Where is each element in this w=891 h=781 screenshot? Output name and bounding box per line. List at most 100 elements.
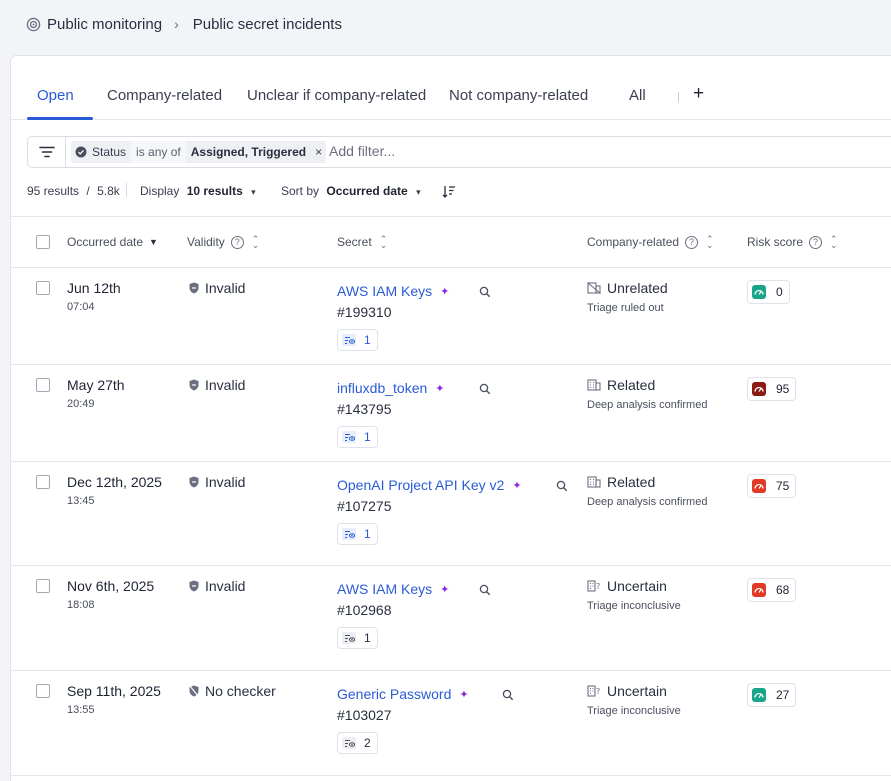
- risk-score-badge[interactable]: 95: [747, 377, 797, 401]
- status-filter-chip[interactable]: Status is any of Assigned, Triggered ×: [71, 141, 327, 163]
- search-icon[interactable]: [479, 584, 491, 596]
- results-count: 95 results / 5.8k: [27, 184, 120, 198]
- incidents-panel: Open Company-related Unclear if company-…: [10, 55, 891, 781]
- results-total: 5.8k: [97, 184, 120, 198]
- table-row[interactable]: Dec 12th, 2025 13:45 Invalid OpenAI Project…: [11, 462, 891, 566]
- filter-value[interactable]: Assigned, Triggered: [185, 141, 312, 163]
- row-checkbox[interactable]: [36, 281, 50, 295]
- risk-score-badge[interactable]: 75: [747, 474, 797, 498]
- occurrences-badge[interactable]: 2: [337, 732, 378, 754]
- secret-link[interactable]: influxdb_token: [337, 380, 428, 396]
- risk-score-value: 75: [776, 479, 790, 493]
- filter-operator[interactable]: is any of: [131, 141, 186, 163]
- status-chip-field: Status: [71, 141, 132, 163]
- secret-id: #103027: [337, 707, 392, 723]
- column-secret[interactable]: Secret ⌃ ⌄: [337, 235, 387, 250]
- validity-label: Invalid: [205, 377, 246, 393]
- risk-score-badge[interactable]: 27: [747, 683, 797, 707]
- search-icon[interactable]: [502, 689, 514, 701]
- company-related-label: Uncertain: [607, 578, 667, 594]
- display-selector[interactable]: Display 10 results ▾: [140, 184, 256, 198]
- table-row[interactable]: Sep 11th, 2025 13:55 No checker Generic Pas…: [11, 671, 891, 776]
- search-icon[interactable]: [556, 480, 568, 492]
- row-checkbox[interactable]: [36, 684, 50, 698]
- search-button[interactable]: [502, 688, 514, 706]
- occurrences-badge[interactable]: 1: [337, 523, 378, 545]
- column-label: Secret: [337, 235, 372, 249]
- occurred-time: 13:55: [67, 704, 95, 716]
- column-occurred-date[interactable]: Occurred date ▼: [67, 235, 158, 249]
- help-icon[interactable]: ?: [685, 235, 699, 249]
- occurred-time: 20:49: [67, 398, 95, 410]
- secret-link[interactable]: AWS IAM Keys: [337, 581, 433, 597]
- tab-open[interactable]: Open: [37, 87, 74, 104]
- tab-not-company-related[interactable]: Not company-related: [449, 87, 589, 104]
- filter-button[interactable]: [28, 137, 66, 167]
- display-value: 10 results: [186, 184, 243, 198]
- secret-link[interactable]: OpenAI Project API Key v2: [337, 477, 505, 493]
- search-button[interactable]: [479, 285, 491, 303]
- shield-icon: [189, 282, 199, 294]
- validity-label: Invalid: [205, 280, 246, 296]
- gauge-icon: [752, 479, 766, 493]
- search-button[interactable]: [479, 583, 491, 601]
- ai-sparkle-icon: ✦: [435, 382, 445, 395]
- occurrences-count: 1: [364, 430, 371, 444]
- occurrences-badge[interactable]: 1: [337, 627, 378, 649]
- secret-id: #199310: [337, 304, 392, 320]
- tab-company-related[interactable]: Company-related: [107, 87, 223, 104]
- tab-divider: [678, 92, 679, 102]
- validity-status: Invalid: [189, 474, 245, 490]
- breadcrumb-current: Public secret incidents: [192, 15, 342, 33]
- row-checkbox[interactable]: [36, 475, 50, 489]
- occurrences-badge[interactable]: 1: [337, 329, 378, 351]
- eye-list-icon: [342, 528, 356, 540]
- sort-direction-icon[interactable]: [442, 185, 456, 198]
- eye-list-icon: [342, 334, 356, 346]
- breadcrumb-separator: ›: [174, 16, 179, 32]
- building-icon: [587, 476, 601, 488]
- sort-selector[interactable]: Sort by Occurred date ▾: [281, 184, 421, 198]
- validity-label: Invalid: [205, 578, 246, 594]
- occurrences-badge[interactable]: 1: [337, 426, 378, 448]
- search-icon[interactable]: [479, 383, 491, 395]
- occurrences-count: 2: [364, 736, 371, 750]
- row-checkbox[interactable]: [36, 579, 50, 593]
- building-off-icon: [587, 282, 601, 294]
- table-row[interactable]: Jun 12th 07:04 Invalid AWS IAM Keys ✦ #199310…: [11, 268, 891, 365]
- table-row[interactable]: May 27th 20:49 Invalid influxdb_token ✦ #1437…: [11, 365, 891, 462]
- row-checkbox[interactable]: [36, 378, 50, 392]
- add-filter-input[interactable]: Add filter...: [329, 143, 396, 159]
- column-validity[interactable]: Validity ? ⌃ ⌄: [187, 235, 259, 250]
- risk-score-badge[interactable]: 68: [747, 578, 797, 602]
- column-company-related[interactable]: Company-related ? ⌃ ⌄: [587, 234, 714, 250]
- company-related-reason: Triage ruled out: [587, 302, 664, 314]
- remove-filter-button[interactable]: ×: [311, 141, 327, 163]
- secret-link[interactable]: AWS IAM Keys: [337, 283, 433, 299]
- help-icon[interactable]: ?: [230, 235, 244, 249]
- check-circle-icon: [75, 146, 87, 158]
- occurred-time: 07:04: [67, 301, 95, 313]
- results-count-value: 95 results: [27, 184, 80, 198]
- add-tab-button[interactable]: +: [693, 83, 705, 104]
- risk-score-badge[interactable]: 0: [747, 280, 790, 304]
- search-button[interactable]: [479, 382, 491, 400]
- sort-icon: ⌃ ⌄: [706, 234, 714, 250]
- table-row[interactable]: Nov 6th, 2025 18:08 Invalid AWS IAM Keys ✦ #1…: [11, 566, 891, 671]
- tab-all[interactable]: All: [629, 87, 646, 104]
- company-related-status: Unrelated: [587, 280, 668, 296]
- validity-label: Invalid: [205, 474, 246, 490]
- breadcrumb-parent[interactable]: Public monitoring: [47, 15, 163, 33]
- select-all-checkbox[interactable]: [36, 235, 50, 249]
- tab-unclear[interactable]: Unclear if company-related: [247, 87, 427, 104]
- building-question-icon: ?: [587, 685, 600, 697]
- column-risk-score[interactable]: Risk score ? ⌃ ⌄: [747, 235, 838, 250]
- secret-link[interactable]: Generic Password: [337, 686, 452, 702]
- occurrences-count: 1: [364, 333, 371, 347]
- occurred-time: 18:08: [67, 599, 95, 611]
- column-label: Occurred date: [67, 235, 144, 249]
- search-button[interactable]: [556, 479, 568, 497]
- help-icon[interactable]: ?: [809, 235, 823, 249]
- shield-off-icon: [189, 685, 199, 697]
- search-icon[interactable]: [479, 286, 491, 298]
